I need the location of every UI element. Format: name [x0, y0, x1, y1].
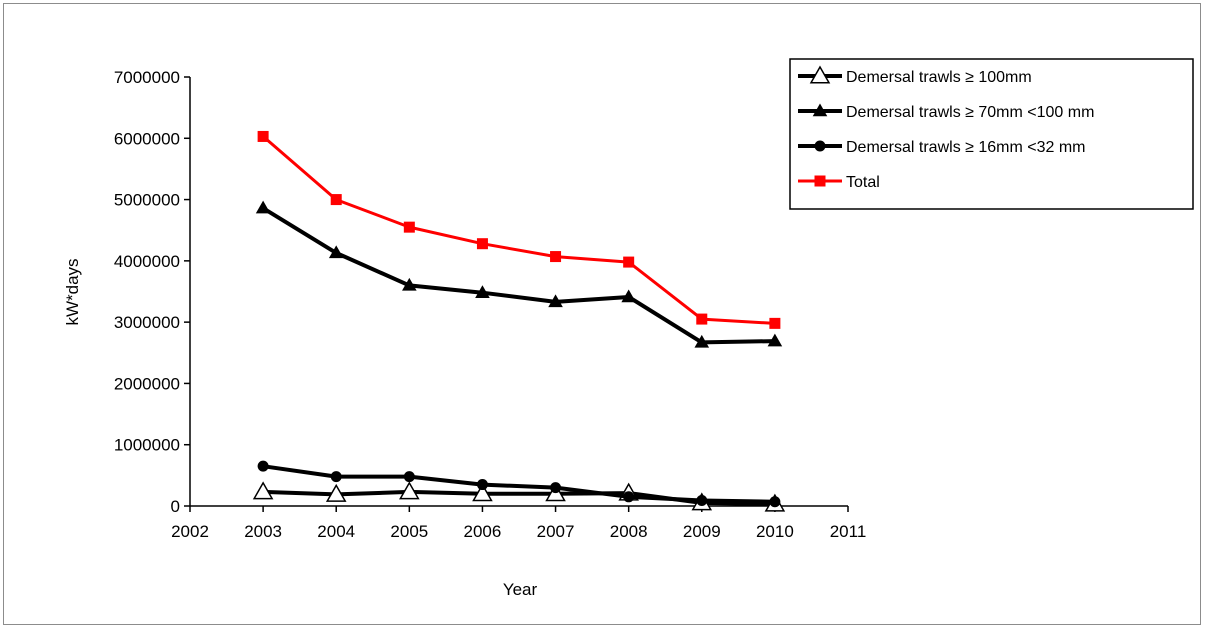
series-4-point	[623, 256, 635, 268]
legend-item-1: Demersal trawls ≥ 100mm	[798, 65, 1032, 86]
series-1-point	[325, 483, 347, 502]
legend-swatch-marker	[814, 140, 826, 152]
series-3-point	[550, 482, 562, 494]
x-axis-ticks: 2002 2003 2004 2005 2006 2007 2008 2009 2010 2011	[171, 506, 866, 541]
series-3-point	[696, 494, 708, 506]
series-2-line	[262, 206, 775, 345]
series-3-point	[257, 460, 269, 472]
legend-item-3: Demersal trawls ≥ 16mm <32 mm	[798, 139, 1086, 156]
x-tick-label: 2002	[171, 522, 209, 541]
x-tick-label: 2008	[610, 522, 648, 541]
series-3-point	[623, 491, 635, 503]
legend-item-2: Demersal trawls ≥ 70mm <100 mm	[798, 103, 1094, 121]
y-axis-title: kW*days	[63, 258, 82, 325]
x-tick-label: 2005	[390, 522, 428, 541]
series-2-point	[475, 285, 490, 298]
series-layer	[252, 130, 786, 512]
x-tick-label: 2003	[244, 522, 282, 541]
series-1-point	[399, 481, 420, 500]
series-2-point	[402, 277, 417, 291]
legend: Demersal trawls ≥ 100mm Demersal trawls ≥…	[789, 58, 1194, 210]
legend-label: Demersal trawls ≥ 16mm <32 mm	[846, 139, 1086, 156]
series-3-point	[476, 479, 488, 491]
x-tick-label: 2011	[830, 522, 867, 541]
series-2	[255, 200, 783, 348]
series-4	[257, 130, 781, 329]
series-3-point	[330, 471, 342, 483]
legend-swatch-marker	[812, 103, 828, 117]
series-2-point	[767, 333, 783, 347]
legend-label: Total	[846, 174, 880, 191]
x-tick-label: 2009	[683, 522, 721, 541]
legend-swatch-marker	[814, 175, 826, 187]
series-4-line	[262, 135, 775, 325]
legend-item-4: Total	[798, 174, 880, 191]
series-2-point	[621, 289, 636, 303]
series-4-point	[476, 238, 488, 250]
series-2-point	[328, 245, 344, 259]
series-3-point	[769, 496, 781, 508]
series-4-point	[330, 194, 342, 206]
x-tick-label: 2010	[756, 522, 794, 541]
series-4-point	[769, 317, 781, 329]
series-4-point	[403, 221, 415, 233]
x-tick-label: 2007	[537, 522, 575, 541]
y-tick-label: 0	[171, 497, 180, 516]
series-1-point	[472, 483, 493, 502]
y-axis-ticks: 0 1000000 2000000 3000000 4000000 5000000 6000…	[114, 68, 190, 516]
y-tick-label: 5000000	[114, 191, 180, 210]
series-4-point	[257, 130, 269, 142]
y-tick-label: 3000000	[114, 313, 180, 332]
series-3-line	[262, 464, 775, 504]
y-tick-label: 1000000	[114, 436, 180, 455]
y-tick-label: 4000000	[114, 252, 180, 271]
legend-swatch-marker	[809, 65, 831, 84]
series-4-point	[550, 251, 562, 263]
y-tick-label: 6000000	[114, 129, 180, 148]
series-2-point	[694, 334, 710, 348]
y-tick-label: 7000000	[114, 68, 180, 87]
legend-label: Demersal trawls ≥ 100mm	[846, 69, 1032, 86]
legend-box	[789, 58, 1194, 210]
series-3	[257, 460, 781, 508]
series-1-point	[252, 481, 274, 500]
legend-label: Demersal trawls ≥ 70mm <100 mm	[846, 104, 1094, 121]
series-3-point	[403, 471, 415, 483]
series-4-point	[696, 313, 708, 325]
x-tick-label: 2006	[464, 522, 502, 541]
series-2-point	[255, 200, 271, 214]
x-axis-title: Year	[503, 580, 538, 599]
x-tick-label: 2004	[317, 522, 355, 541]
series-2-point	[548, 294, 563, 308]
y-tick-label: 2000000	[114, 374, 180, 393]
